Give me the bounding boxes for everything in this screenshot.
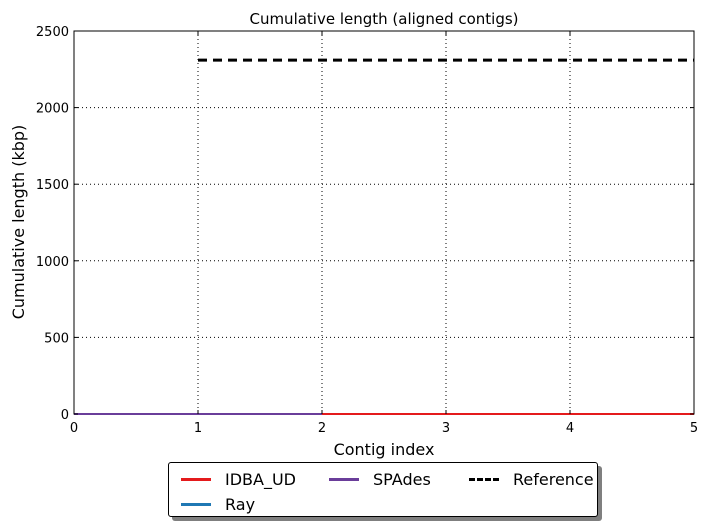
y-tick-label: 2500 (36, 25, 69, 40)
legend-swatch-reference (469, 477, 499, 481)
y-tick-label: 0 (61, 408, 69, 423)
y-axis-label: Cumulative length (kbp) (9, 125, 28, 320)
legend-item-ray: Ray (181, 493, 255, 515)
x-tick-label: 2 (318, 421, 326, 436)
legend-item-spades: SPAdes (329, 468, 431, 490)
x-tick-label: 5 (690, 421, 698, 436)
y-tick-label: 2000 (36, 102, 69, 117)
legend-swatch-ray (181, 502, 211, 506)
legend-label-spades: SPAdes (373, 469, 431, 489)
x-tick-label: 3 (442, 421, 450, 436)
legend-item-reference: Reference (469, 468, 594, 490)
x-tick-label: 1 (194, 421, 202, 436)
x-tick-label: 4 (566, 421, 574, 436)
y-tick-label: 1500 (36, 178, 69, 193)
chart-title: Cumulative length (aligned contigs) (249, 10, 518, 28)
x-axis-label: Contig index (334, 440, 435, 459)
legend: IDBA_UD Ray SPAdes Reference (168, 462, 598, 517)
series-lines (74, 58, 694, 415)
legend-item-idba-ud: IDBA_UD (181, 468, 296, 490)
y-tick-label: 500 (44, 331, 69, 346)
plot-area (73, 30, 695, 415)
axis-ticks: 0 1 2 3 4 5 0 500 1000 1500 2000 2500 (36, 25, 698, 436)
legend-label-ray: Ray (225, 494, 256, 514)
grid-lines (74, 31, 694, 414)
y-tick-label: 1000 (36, 255, 69, 270)
legend-swatch-idba-ud (181, 477, 211, 481)
legend-label-idba-ud: IDBA_UD (225, 469, 296, 489)
x-tick-label: 0 (70, 421, 78, 436)
legend-swatch-spades (329, 477, 359, 481)
legend-label-reference: Reference (513, 469, 594, 489)
